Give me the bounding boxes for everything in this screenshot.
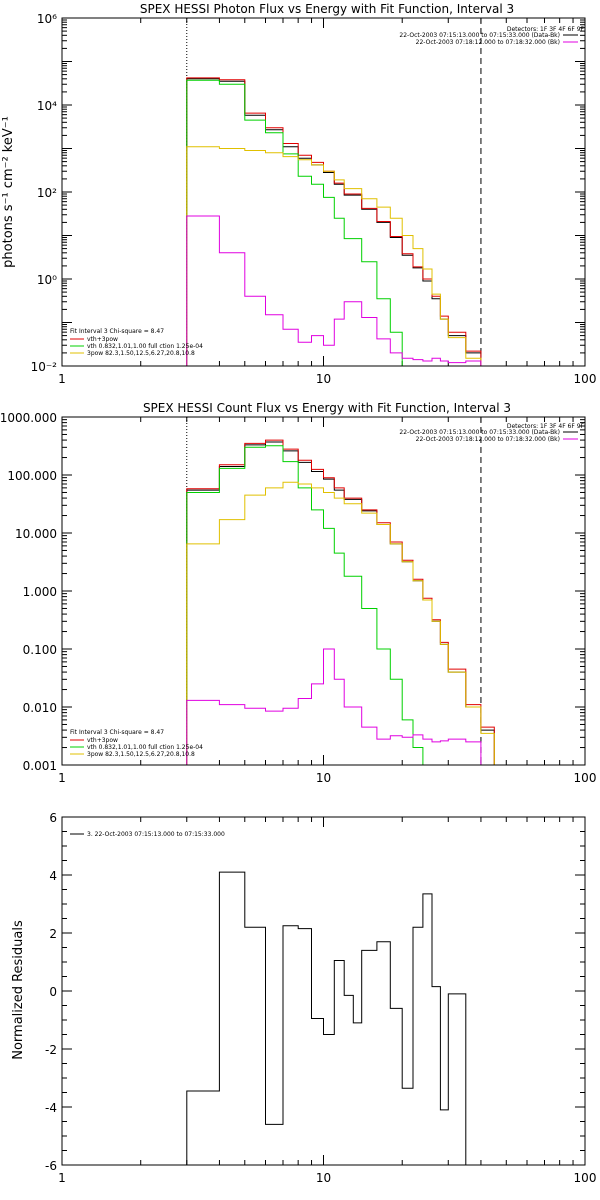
y-tick-label: 10²	[37, 186, 57, 200]
x-tick-label: 10	[316, 1171, 331, 1185]
fit-legend-vth: vth 0.832,1.01,1.00 full ction 1.25e-04	[87, 343, 203, 350]
series-bk	[186, 648, 482, 765]
legend-entry-data-bk: 22-Oct-2003 07:15:13.000 to 07:15:33.000…	[399, 429, 560, 436]
y-tick-label: 0.001	[23, 759, 57, 773]
legend-header: Detectors: 1F 3F 4F 6F 9F	[507, 26, 585, 33]
legend-entry-bk: 22-Oct-2003 07:18:12.000 to 07:18:32.000…	[416, 436, 560, 443]
legend-entry-data-bk: 22-Oct-2003 07:15:13.000 to 07:15:33.000…	[399, 32, 560, 39]
fit-legend-vth-3pow: vth+3pow	[87, 336, 118, 343]
y-tick-label: 100.000	[7, 469, 57, 483]
series-3-22-oct-2003-07-15-13-000-to-07-15-33-000	[186, 871, 467, 1165]
count-flux-chart: SPEX HESSI Count Flux vs Energy with Fit…	[0, 401, 596, 785]
y-tick-label: 6	[49, 811, 57, 825]
fit-legend-3pow: 3pow 82.3,1.50,12.5,6.27,20.8,10.8	[87, 751, 195, 758]
y-tick-label: -2	[45, 1043, 57, 1057]
y-tick-label: -4	[45, 1101, 57, 1115]
x-tick-label: 10	[316, 372, 331, 386]
plot-frame	[61, 816, 586, 1166]
y-tick-label: 1.000	[23, 585, 57, 599]
series-group	[186, 77, 482, 366]
legend-entry-residuals: 3. 22-Oct-2003 07:15:13.000 to 07:15:33.…	[87, 831, 225, 838]
legend-fit: Fit Interval 3 Chi-square = 8.47 vth+3po…	[70, 328, 203, 357]
plot-frame	[61, 17, 586, 367]
residuals-chart: Normalized Residuals 1 10 100 -6 -4 -2 0 2 4 6 3.…	[11, 811, 596, 1185]
x-tick-label: 100	[574, 1171, 597, 1185]
photon-flux-chart: SPEX HESSI Photon Flux vs Energy with Fi…	[1, 2, 596, 386]
y-tick-label: 0	[49, 985, 57, 999]
y-tick-label: 0.010	[23, 701, 57, 715]
plot-area: 1 10 100 10⁻² 10⁰ 10² 10⁴ 10⁶	[31, 12, 597, 386]
series-vth	[186, 79, 414, 366]
fit-legend-3pow: 3pow 82.3,1.50,12.5,6.27,20.8,10.8	[87, 350, 195, 357]
fit-legend-vth-3pow: vth+3pow	[87, 737, 118, 744]
plot-frame	[61, 416, 586, 766]
y-axis-label: photons s⁻¹ cm⁻² keV⁻¹	[1, 116, 16, 268]
legend: 3. 22-Oct-2003 07:15:13.000 to 07:15:33.…	[70, 831, 225, 838]
x-tick-label: 1	[58, 771, 66, 785]
fit-legend-vth: vth 0.832,1.01,1.00 full ction 1.25e-04	[87, 744, 203, 751]
legend-top: Detectors: 1F 3F 4F 6F 9F 22-Oct-2003 07…	[399, 26, 584, 46]
series-vth-3pow	[186, 439, 495, 765]
y-tick-label: -6	[45, 1159, 57, 1173]
y-tick-label: 4	[49, 869, 57, 883]
y-tick-label: 10.000	[15, 527, 57, 541]
chart-title: SPEX HESSI Count Flux vs Energy with Fit…	[143, 401, 511, 415]
legend-fit: Fit Interval 3 Chi-square = 8.47 vth+3po…	[70, 729, 203, 758]
plot-area: 1 10 100 -6 -4 -2 0 2 4 6	[45, 811, 596, 1185]
plot-area: 1 10 100 0.001 0.010 0.100 1.000 10.000 100.000 1…	[0, 411, 596, 785]
y-tick-label: 0.100	[23, 643, 57, 657]
legend-header: Detectors: 1F 3F 4F 6F 9F	[507, 423, 585, 430]
x-tick-label: 100	[574, 372, 597, 386]
series-3pow	[186, 481, 495, 765]
fit-legend-header: Fit Interval 3 Chi-square = 8.47	[70, 328, 164, 335]
fit-legend-header: Fit Interval 3 Chi-square = 8.47	[70, 729, 164, 736]
y-tick-label: 1000.000	[0, 411, 57, 425]
series-group	[186, 871, 467, 1165]
series-3pow	[186, 146, 482, 366]
x-tick-label: 1	[58, 1171, 66, 1185]
y-tick-label: 10⁶	[37, 12, 57, 26]
x-tick-label: 100	[574, 771, 597, 785]
legend-top: Detectors: 1F 3F 4F 6F 9F 22-Oct-2003 07…	[399, 423, 584, 443]
y-axis-label: Normalized Residuals	[11, 920, 26, 1060]
y-tick-label: 10⁴	[37, 99, 57, 113]
series-vth	[186, 445, 433, 765]
series-bk	[186, 215, 482, 366]
series-data-bk	[186, 441, 495, 765]
y-tick-label: 10⁰	[37, 273, 57, 287]
x-tick-label: 10	[316, 771, 331, 785]
y-tick-label: 10⁻²	[31, 360, 58, 374]
chart-title: SPEX HESSI Photon Flux vs Energy with Fi…	[140, 2, 514, 16]
x-tick-label: 1	[58, 372, 66, 386]
y-tick-label: 2	[49, 927, 57, 941]
legend-entry-bk: 22-Oct-2003 07:18:12.000 to 07:18:32.000…	[416, 39, 560, 46]
series-group	[186, 439, 495, 765]
